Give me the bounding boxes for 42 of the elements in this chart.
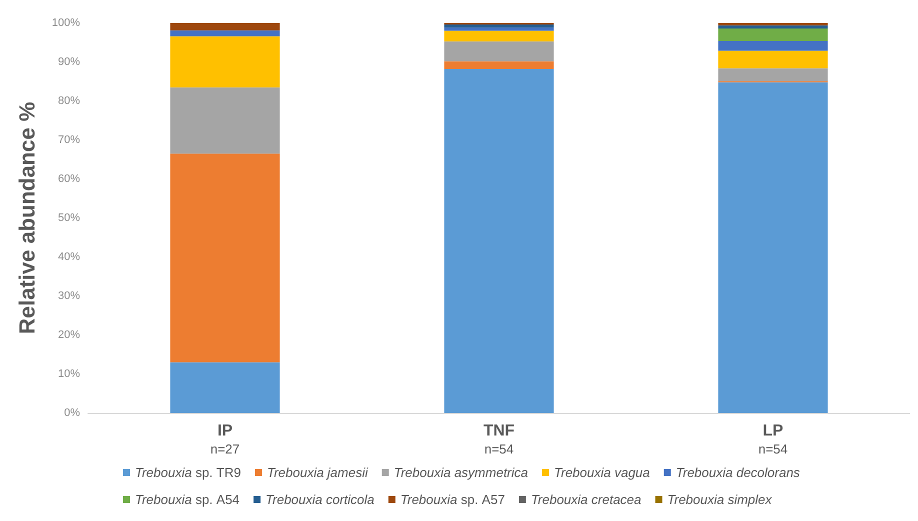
legend-label: Trebouxia decolorans [676, 465, 800, 480]
legend-label: Trebouxia vagua [554, 465, 650, 480]
bar [444, 69, 554, 413]
y-tick-label: 60% [58, 173, 80, 185]
bar [718, 28, 828, 41]
bar [718, 82, 828, 413]
bar [170, 362, 280, 413]
y-tick-label: 0% [64, 407, 80, 419]
y-tick-label: 30% [58, 290, 80, 302]
y-axis-title: Relative abundance % [14, 102, 40, 334]
legend-label: Trebouxia jamesii [266, 465, 369, 480]
bar [444, 24, 554, 28]
legend-label: Trebouxia sp. A54 [135, 492, 240, 507]
legend-label: Trebouxia cretacea [530, 492, 642, 507]
y-tick-label: 90% [58, 56, 80, 68]
bar [170, 36, 280, 88]
legend-label: Trebouxia simplex [667, 492, 772, 507]
bar [170, 154, 280, 362]
y-tick-label: 50% [58, 212, 80, 224]
bar [170, 30, 280, 36]
bar [718, 50, 828, 68]
y-tick-label: 70% [58, 134, 80, 146]
y-tick-label: 40% [58, 251, 80, 263]
bar [444, 30, 554, 42]
legend-label: Trebouxia sp. A57 [400, 492, 505, 507]
bar [444, 28, 554, 31]
bar [718, 25, 828, 28]
bar [444, 41, 554, 62]
legend-label: Trebouxia corticola [266, 492, 374, 507]
legend-label: Trebouxia sp. TR9 [135, 465, 241, 480]
legend-label: Trebouxia asymmetrica [394, 465, 528, 480]
bar [170, 23, 280, 30]
y-tick-label: 20% [58, 329, 80, 341]
x-tick-label: LP n=54 [758, 422, 788, 456]
bar [718, 68, 828, 82]
bar [170, 87, 280, 154]
y-tick-label: 100% [52, 17, 80, 29]
x-tick-label: TNF n=54 [483, 422, 515, 456]
bar [718, 40, 828, 51]
y-tick-label: 80% [58, 95, 80, 107]
bar [444, 61, 554, 70]
y-tick-label: 10% [58, 368, 80, 380]
